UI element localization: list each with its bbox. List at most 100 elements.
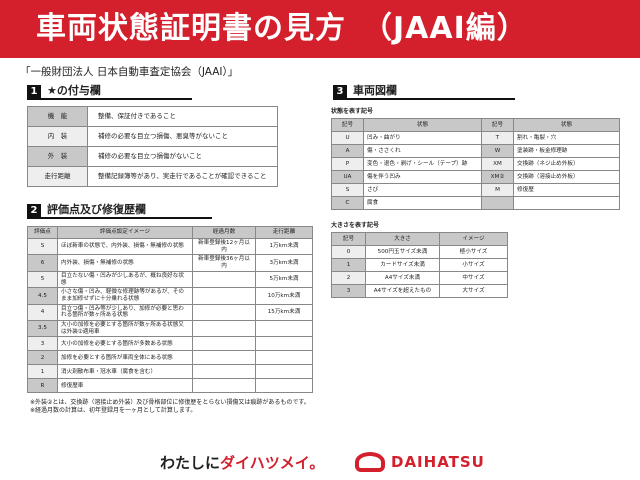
table-row: 3.5 大小の加修を必要とする箇所が数ヶ所ある状態又は外装②適用車 [27, 320, 313, 338]
table-cell: 0 [331, 245, 366, 259]
table-cell [192, 350, 256, 366]
table-cell [192, 303, 256, 322]
daihatsu-logo: DAIHATSU [355, 452, 485, 472]
table-cell: 1万km未満 [255, 237, 313, 256]
state-label: 状態を表す記号 [331, 108, 374, 115]
table-cell: 加修を必要とする箇所が車両全体にある状態 [57, 350, 193, 366]
table-cell: 塗装跡・板金修理跡 [513, 144, 620, 158]
table-cell: 5万km未満 [255, 270, 313, 289]
table-row: 機 能整備、保証付きであること [27, 106, 278, 127]
table-row: S ほぼ新車の状態で、内外装、損傷・無補修の状態 新車登録後12ヶ月以内 1万km未満 [27, 237, 313, 256]
table-row: 内 装補修の必要な目立つ損傷、悪臭等がないこと [27, 126, 278, 147]
table-cell: 3.5 [27, 320, 58, 338]
section-number: 2 [27, 204, 41, 218]
table-cell [192, 378, 256, 394]
table-cell: 修復歴 [513, 183, 620, 197]
table-cell [192, 336, 256, 352]
table-header-row: 記号 状態 記号 状態 [331, 118, 620, 132]
table-cell: 15万km未満 [255, 303, 313, 322]
table-row: A 傷・ささくれ W 塗装跡・板金修理跡 [331, 144, 620, 158]
table-cell [255, 364, 313, 380]
table-cell: 評価点設定イメージ [57, 226, 193, 239]
table-cell: R [27, 378, 58, 394]
table-cell [192, 287, 256, 305]
table-cell [513, 196, 620, 210]
table-cell: 変色・退色・剥げ・シール（テープ）跡 [363, 157, 482, 171]
table-header-row: 記号 大きさ イメージ [331, 232, 508, 246]
table-cell [255, 336, 313, 352]
slogan: わたしにダイハツメイ。 [160, 452, 324, 473]
table-cell: UA [331, 170, 364, 184]
table-cell: ほぼ新車の状態で、内外装、損傷・無補修の状態 [57, 237, 193, 256]
table-cell: カードサイズ未満 [365, 258, 440, 272]
note: ※外装②とは、交換跡（溶接止め外装）及び骨格部位に修復歴をとらない損傷又は痕跡が… [30, 399, 310, 407]
table-cell: 目立つ傷・凹み等が少しあり、加修が必要と思われる箇所が数ヶ所ある状態 [57, 303, 193, 322]
table-cell: A4サイズを超えたもの [365, 284, 440, 298]
table-row: 1 カードサイズ未満 小サイズ [331, 258, 508, 272]
left-column: 1 ★の付与欄 機 能整備、保証付きであること内 装補修の必要な目立つ損傷、悪臭等… [27, 84, 317, 415]
table-row: P 変色・退色・剥げ・シール（テープ）跡 XM 交換跡（ネジ止め外板） [331, 157, 620, 171]
table-cell: 腐食 [363, 196, 482, 210]
table-cell: W [481, 144, 514, 158]
table-row: S さび M 修復歴 [331, 183, 620, 197]
table-cell: S [27, 237, 58, 256]
table-cell [255, 320, 313, 338]
table-cell: T [481, 131, 514, 145]
table-row: 走行距離 整備記録簿等があり、実走行であることが確認できること [27, 166, 278, 187]
table-cell: 極小サイズ [439, 245, 508, 259]
table-row: C 腐食 [331, 196, 620, 210]
table-cell: 6 [27, 254, 58, 272]
table-cell: 5 [27, 270, 58, 289]
table-cell: 4 [27, 303, 58, 322]
table-cell: 中サイズ [439, 271, 508, 285]
table-cell: 記号 [331, 232, 366, 246]
table-cell: 記号 [331, 118, 364, 132]
slogan-part: わたしに [160, 454, 221, 472]
table-cell: 交換跡（ネジ止め外板） [513, 157, 620, 171]
page-title: 車両状態証明書の見方 （JAAI編） [0, 0, 640, 58]
table-cell: P [331, 157, 364, 171]
table-cell [192, 270, 256, 289]
table-cell: 整備記録簿等があり、実走行であることが確認できること [87, 166, 278, 187]
daihatsu-mark-icon [355, 452, 385, 472]
table-row: 6 内外装、損傷・無補修の状態 新車登録後36ヶ月以内 3万km未満 [27, 254, 313, 272]
table-cell: 補修の必要な目立つ損傷がないこと [87, 146, 278, 167]
table-cell: さび [363, 183, 482, 197]
section-title: 車両図欄 [353, 84, 397, 97]
table-cell: 機 能 [27, 106, 88, 127]
slogan-part: ダイハツメイ。 [220, 454, 325, 472]
section-2-header: 2 評価点及び修復歴欄 [27, 203, 212, 219]
table-cell: 目立たない傷・凹みが少しあるが、概ね良好な状態 [57, 270, 193, 289]
table-cell: 小さな傷・凹み、軽微な修理跡等があるが、そのまま加修せずに十分乗れる状態 [57, 287, 193, 305]
table-cell [192, 364, 256, 380]
table-cell: 2 [27, 350, 58, 366]
table-cell: 走行距離 [27, 166, 88, 187]
section-number: 1 [27, 85, 41, 99]
table-cell: 大小の加修を必要とする箇所が多数ある状態 [57, 336, 193, 352]
table-cell: 内 装 [27, 126, 88, 147]
table-cell: 走行距離 [255, 226, 313, 239]
table-cell: 500円玉サイズ未満 [365, 245, 440, 259]
table-cell: 新車登録後36ヶ月以内 [192, 254, 256, 272]
table-row: UA 傷を伴う凹み XM② 交換跡（溶接止め外板） [331, 170, 620, 184]
table-row: 外 装補修の必要な目立つ損傷がないこと [27, 146, 278, 167]
table-cell: 消火剤散布車・冠水車（腐食を含む） [57, 364, 193, 380]
table-cell: 3 [27, 336, 58, 352]
table-row: 0 500円玉サイズ未満 極小サイズ [331, 245, 508, 259]
section-1-header: 1 ★の付与欄 [27, 84, 192, 100]
table-cell: 記号 [481, 118, 514, 132]
state-table: 記号 状態 記号 状態 U 凹み・曲がり T 割れ・亀裂・穴 A 傷・ささくれ W 塗装跡・板金修理跡… [331, 118, 620, 210]
table-cell: XM② [481, 170, 514, 184]
table-header-row: 評価点 評価点設定イメージ 経過月数 走行距離 [27, 226, 313, 239]
table-cell: 修復歴車 [57, 378, 193, 394]
table-cell: M [481, 183, 514, 197]
table-cell: U [331, 131, 364, 145]
table-cell [255, 378, 313, 394]
section-title: ★の付与欄 [47, 84, 101, 97]
table-cell: 3 [331, 284, 366, 298]
table-row: 5 目立たない傷・凹みが少しあるが、概ね良好な状態 5万km未満 [27, 270, 313, 289]
table-cell: イメージ [439, 232, 508, 246]
table-cell: 1 [331, 258, 366, 272]
size-table: 記号 大きさ イメージ 0 500円玉サイズ未満 極小サイズ 1 カードサイズ未満 小サイズ 2 A… [331, 232, 508, 298]
table-cell: S [331, 183, 364, 197]
